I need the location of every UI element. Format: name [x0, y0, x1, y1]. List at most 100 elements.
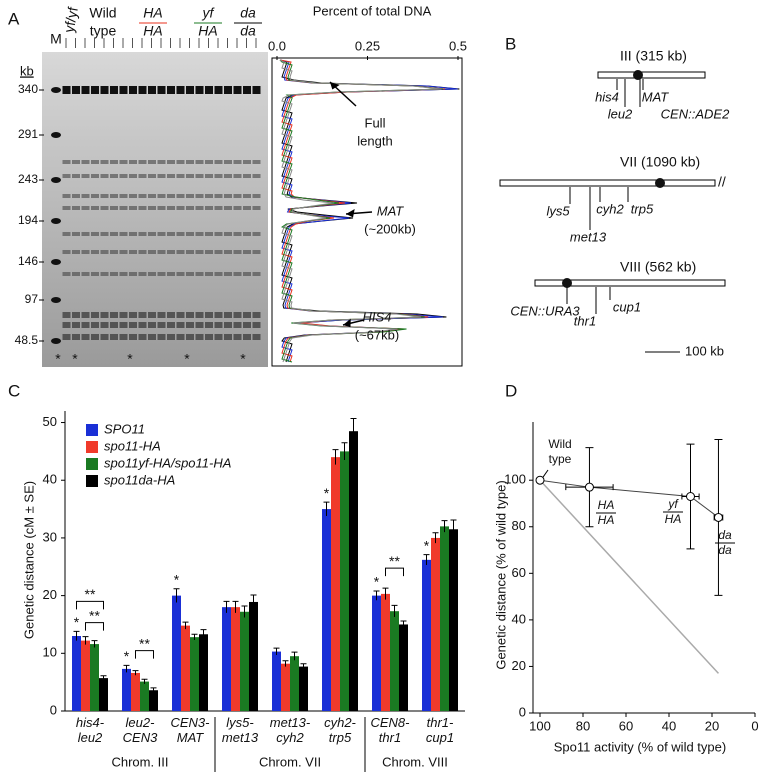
band: [214, 322, 223, 328]
band: [100, 334, 109, 340]
band: [72, 232, 80, 236]
y-tick-label: 50: [43, 414, 57, 429]
band: [195, 86, 204, 94]
band: [195, 322, 204, 328]
error-bar: [400, 620, 407, 628]
band: [157, 322, 166, 328]
band: [224, 322, 232, 328]
error-bar: [223, 600, 230, 613]
band: [62, 194, 71, 198]
group-label: Chrom. III: [111, 754, 168, 769]
bar: [272, 651, 281, 711]
band: [129, 322, 137, 328]
panel-label: A: [8, 9, 20, 28]
band: [233, 206, 242, 210]
band: [224, 272, 232, 276]
legend-swatch: [86, 424, 98, 436]
band: [176, 194, 185, 198]
x-tick-label: 80: [576, 718, 590, 733]
lane-label: Wild: [89, 5, 116, 21]
error-bar: [323, 501, 330, 516]
x-tick-label: 40: [662, 718, 676, 733]
band: [138, 272, 147, 276]
band: [186, 174, 194, 178]
band: [138, 334, 147, 340]
gel-star: *: [127, 351, 133, 367]
y-tick-label: 20: [43, 587, 57, 602]
band: [81, 312, 90, 318]
bar: [431, 537, 440, 711]
data-line: [539, 479, 719, 518]
x-tick-label: thr1-cup1: [426, 715, 454, 745]
band: [129, 174, 137, 178]
error-bar: [391, 604, 398, 617]
significance: *: [424, 537, 430, 553]
band: [119, 272, 128, 276]
band: [214, 232, 223, 236]
error-bar: [100, 675, 107, 681]
band: [129, 334, 137, 340]
band: [176, 160, 185, 164]
centromere: [562, 278, 572, 288]
band: [167, 206, 175, 210]
error-bar: [150, 687, 157, 693]
band: [224, 334, 232, 340]
band: [129, 194, 137, 198]
ladder-band: [51, 338, 61, 344]
band: [148, 86, 156, 94]
band: [167, 160, 175, 164]
band: [205, 174, 213, 178]
band: [91, 272, 99, 276]
bar: [381, 593, 390, 711]
band: [91, 174, 99, 178]
band: [129, 206, 137, 210]
error-bar: [273, 647, 280, 656]
band: [205, 272, 213, 276]
band: [119, 322, 128, 328]
band: [138, 206, 147, 210]
band: [138, 250, 147, 254]
band: [157, 194, 166, 198]
error-bar: [373, 590, 380, 601]
band: [81, 206, 90, 210]
band: [224, 194, 232, 198]
band: [252, 334, 261, 340]
band: [62, 86, 71, 94]
band: [195, 272, 204, 276]
band: [176, 322, 185, 328]
band: [91, 250, 99, 254]
band: [195, 250, 204, 254]
band: [81, 232, 90, 236]
panel-label: C: [8, 381, 20, 400]
band: [176, 334, 185, 340]
error-bar: [341, 442, 348, 461]
band: [167, 86, 175, 94]
band: [243, 334, 251, 340]
band: [205, 232, 213, 236]
significance: *: [74, 614, 80, 630]
band: [176, 206, 185, 210]
error-bar: [91, 640, 98, 648]
profile-annotation: MAT: [377, 203, 405, 218]
band: [110, 160, 118, 164]
band: [252, 272, 261, 276]
y-tick-label: 40: [43, 472, 57, 487]
band: [252, 312, 261, 318]
band: [205, 160, 213, 164]
error-bar: [141, 678, 148, 684]
band: [205, 334, 213, 340]
legend-swatch: [86, 441, 98, 453]
band: [72, 322, 80, 328]
band: [81, 160, 90, 164]
band: [224, 206, 232, 210]
x-tick-label: lys5-met13: [222, 715, 259, 745]
point: [535, 475, 545, 485]
band: [138, 232, 147, 236]
locus-label: cyh2: [596, 201, 624, 216]
bar: [181, 625, 190, 711]
band: [129, 250, 137, 254]
band: [72, 312, 80, 318]
band: [243, 272, 251, 276]
band: [186, 86, 194, 94]
point-label: da: [718, 528, 732, 542]
